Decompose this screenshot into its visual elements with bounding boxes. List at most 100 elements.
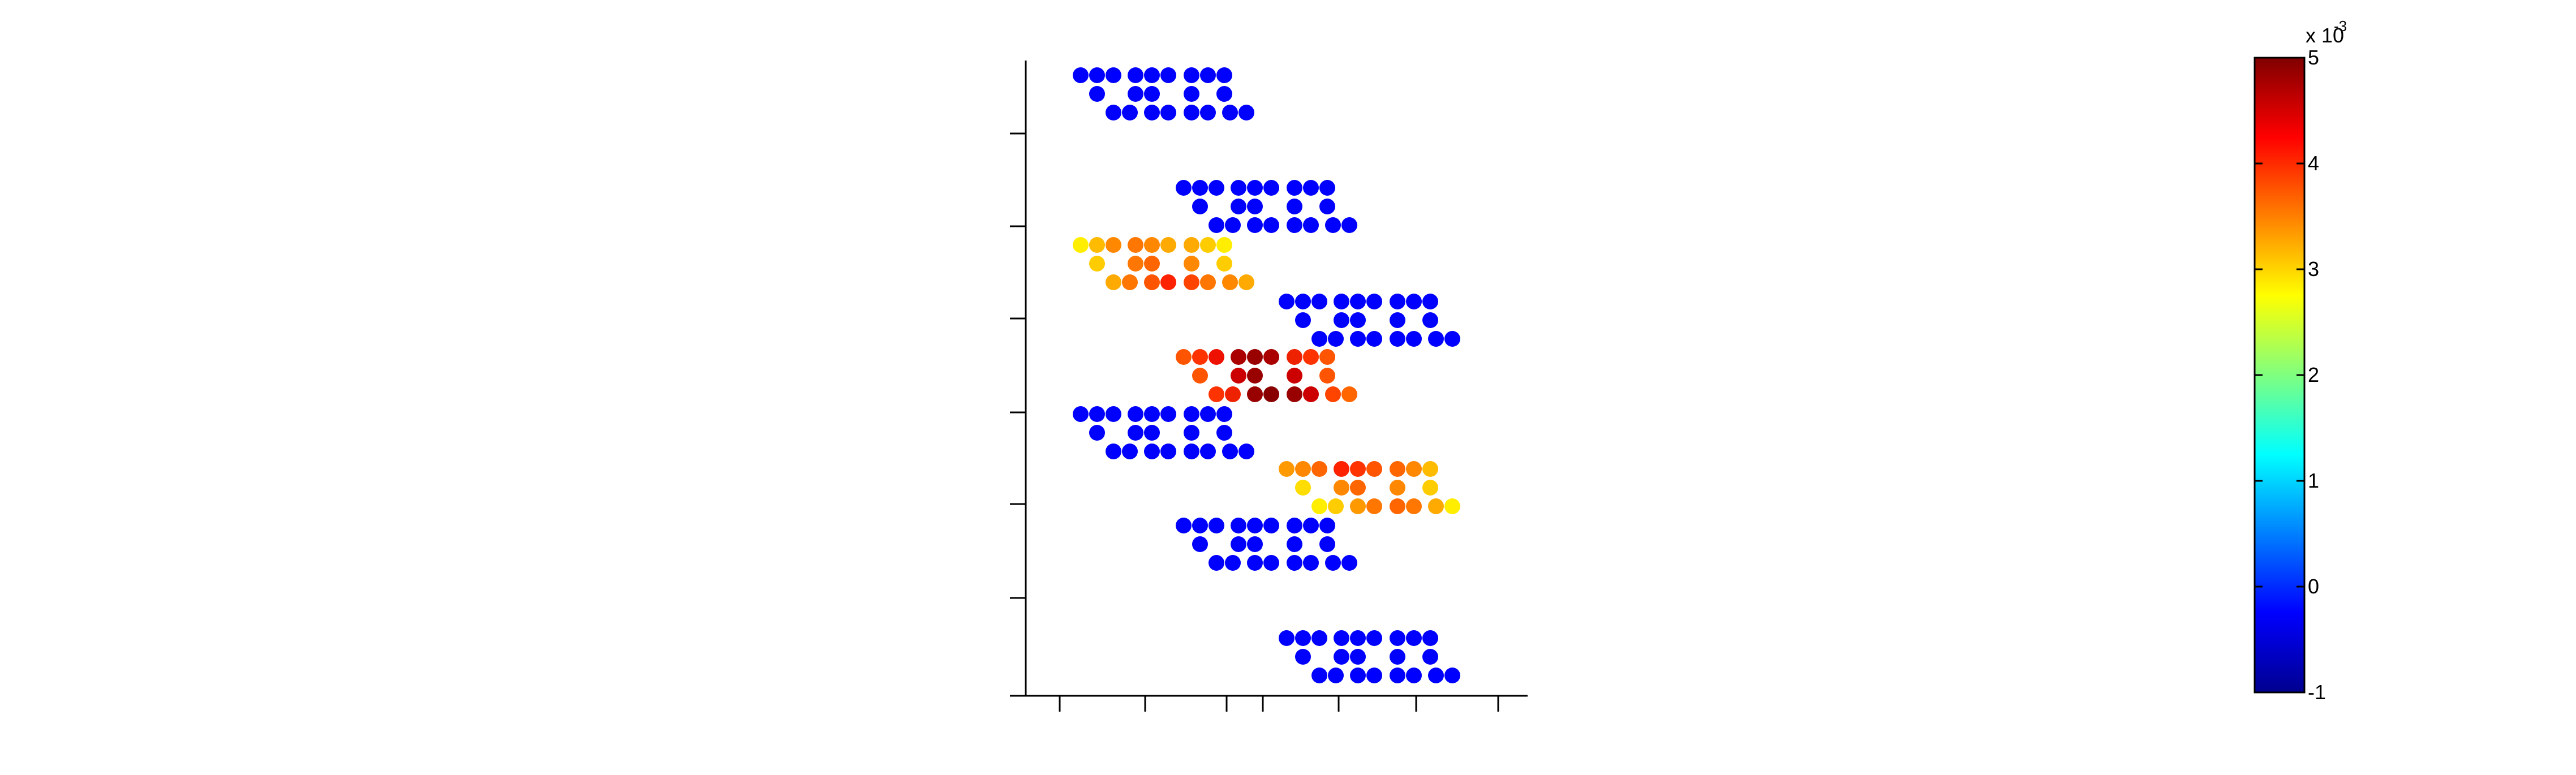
scatter-point: [1073, 406, 1089, 422]
point-group-g1: [1073, 67, 1254, 120]
scatter-point: [1209, 217, 1224, 233]
scatter-point: [1422, 480, 1438, 496]
scatter-point: [1089, 256, 1105, 272]
scatter-point: [1263, 518, 1279, 533]
scatter-point: [1176, 518, 1192, 533]
scatter-point: [1225, 555, 1241, 571]
scatter-point: [1350, 294, 1366, 309]
scatter-point: [1144, 274, 1160, 290]
scatter-point: [1144, 86, 1160, 102]
scatter-point: [1200, 237, 1216, 253]
scatter-point: [1176, 349, 1192, 365]
scatter-point: [1247, 368, 1263, 384]
point-group-g2: [1176, 180, 1357, 233]
scatter-point: [1287, 199, 1302, 214]
x-ticks: [1059, 696, 1499, 712]
scatter-point: [1263, 386, 1279, 402]
scatter-point: [1209, 180, 1224, 196]
scatter-point: [1222, 444, 1238, 459]
scatter-point: [1287, 180, 1302, 196]
scatter-point: [1089, 425, 1105, 441]
scatter-point: [1089, 86, 1105, 102]
scatter-point: [1303, 217, 1319, 233]
colorbar-tick-label: 4: [2308, 152, 2319, 175]
scatter-point: [1295, 312, 1311, 328]
point-group-g8: [1176, 518, 1357, 571]
scatter-point: [1247, 217, 1263, 233]
scatter-point: [1128, 256, 1143, 272]
scatter-point: [1128, 237, 1143, 253]
scatter-point: [1231, 180, 1246, 196]
scatter-point: [1144, 444, 1160, 459]
scatter-point: [1200, 105, 1216, 120]
scatter-point: [1279, 461, 1295, 477]
scatter-point: [1350, 649, 1366, 665]
point-group-g7: [1279, 461, 1460, 514]
scatter-point: [1122, 105, 1138, 120]
scatter-point: [1428, 668, 1444, 683]
main-axes: [1010, 61, 1528, 712]
scatter-point: [1231, 368, 1246, 384]
scatter-point: [1216, 406, 1232, 422]
scatter-point: [1192, 180, 1208, 196]
scatter-point: [1325, 386, 1341, 402]
scatter-point: [1184, 105, 1199, 120]
scatter-point: [1128, 406, 1143, 422]
scatter-point: [1406, 668, 1422, 683]
scatter-point: [1209, 386, 1224, 402]
scatter-point: [1184, 237, 1199, 253]
scatter-point: [1311, 498, 1327, 514]
scatter-point: [1311, 630, 1327, 646]
scatter-point: [1366, 668, 1382, 683]
scatter-point: [1160, 274, 1176, 290]
scatter-point: [1319, 518, 1335, 533]
scatter-point: [1216, 425, 1232, 441]
scatter-point: [1216, 237, 1232, 253]
scatter-point: [1390, 331, 1405, 347]
scatter-points: [1073, 67, 1460, 683]
scatter-point: [1192, 199, 1208, 214]
scatter-point: [1106, 237, 1121, 253]
scatter-point: [1200, 406, 1216, 422]
scatter-point: [1209, 349, 1224, 365]
scatter-point: [1366, 630, 1382, 646]
scatter-point: [1247, 536, 1263, 552]
scatter-point: [1200, 274, 1216, 290]
colorbar-tick-label: 3: [2308, 257, 2319, 281]
scatter-point: [1328, 668, 1344, 683]
scatter-point: [1089, 406, 1105, 422]
point-group-g3: [1073, 237, 1254, 290]
scatter-point: [1238, 105, 1254, 120]
point-group-g4: [1279, 294, 1460, 347]
scatter-point: [1328, 498, 1344, 514]
scatter-point: [1231, 518, 1246, 533]
scatter-point: [1247, 518, 1263, 533]
scatter-point: [1222, 105, 1238, 120]
scatter-point: [1122, 274, 1138, 290]
scatter-point: [1287, 518, 1302, 533]
scatter-point: [1390, 498, 1405, 514]
point-group-g6: [1073, 406, 1254, 459]
scatter-point: [1406, 294, 1422, 309]
y-ticks: [1010, 132, 1026, 599]
point-group-g9: [1279, 630, 1460, 683]
scatter-point: [1216, 86, 1232, 102]
colorbar-tick-label: -1: [2308, 681, 2326, 704]
scatter-point: [1390, 312, 1405, 328]
scatter-point: [1247, 386, 1263, 402]
scatter-point: [1406, 461, 1422, 477]
colorbar-exponent-power: -3: [2334, 18, 2347, 35]
colorbar-ticks: -1 0 1 2 3 4 5: [2255, 46, 2326, 704]
scatter-point: [1144, 105, 1160, 120]
scatter-point: [1295, 294, 1311, 309]
scatter-point: [1216, 67, 1232, 83]
scatter-point: [1287, 368, 1302, 384]
scatter-point: [1325, 555, 1341, 571]
scatter-point: [1184, 86, 1199, 102]
scatter-point: [1334, 312, 1349, 328]
colorbar-tick-label: 0: [2308, 575, 2319, 598]
scatter-point: [1231, 199, 1246, 214]
scatter-point: [1128, 425, 1143, 441]
scatter-point: [1144, 425, 1160, 441]
scatter-point: [1311, 461, 1327, 477]
